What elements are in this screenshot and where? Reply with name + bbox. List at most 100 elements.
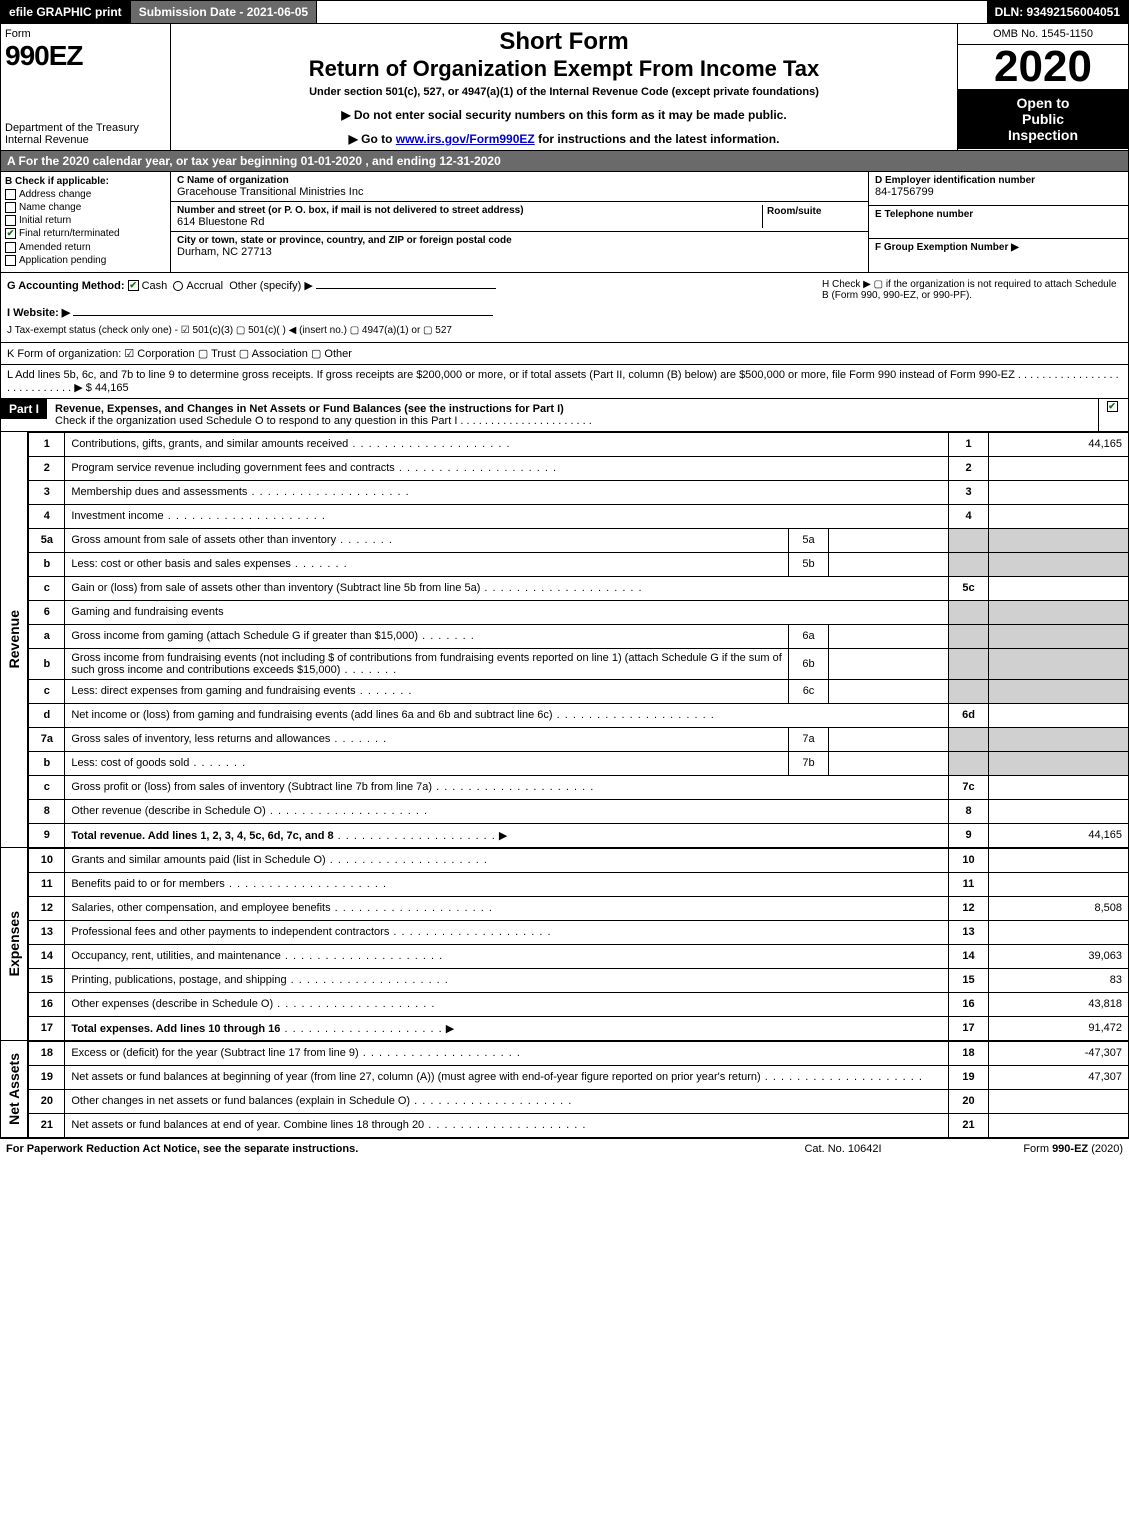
line-number: 9 <box>29 823 65 847</box>
box-b-item[interactable]: Application pending <box>5 255 166 266</box>
org-city-state-zip: Durham, NC 27713 <box>177 246 862 258</box>
irs-link[interactable]: www.irs.gov/Form990EZ <box>396 132 535 146</box>
return-subtitle: Under section 501(c), 527, or 4947(a)(1)… <box>179 86 949 98</box>
inspection-l2: Public <box>962 111 1124 127</box>
box-b-item-label: Application pending <box>19 255 106 266</box>
line-index: 20 <box>949 1089 989 1113</box>
box-b-item-label: Name change <box>19 202 81 213</box>
footer-form-bold: 990-EZ <box>1052 1143 1088 1155</box>
schedule-o-checkbox[interactable] <box>1107 401 1118 412</box>
line-number: c <box>29 576 65 600</box>
part-1-label: Part I <box>1 399 47 419</box>
table-row: cGross profit or (loss) from sales of in… <box>29 775 1129 799</box>
line-desc: Net assets or fund balances at beginning… <box>65 1065 949 1089</box>
line-index: 13 <box>949 920 989 944</box>
box-b-checkbox[interactable] <box>5 242 16 253</box>
line-value: 47,307 <box>989 1065 1129 1089</box>
box-b-item[interactable]: Final return/terminated <box>5 228 166 239</box>
box-b-check-applicable: B Check if applicable: Address changeNam… <box>1 172 171 272</box>
efile-print-button[interactable]: efile GRAPHIC print <box>1 1 131 23</box>
line-index-shaded <box>949 528 989 552</box>
line-number: 10 <box>29 848 65 872</box>
line-value <box>989 799 1129 823</box>
table-row: 12Salaries, other compensation, and empl… <box>29 896 1129 920</box>
table-row: 15Printing, publications, postage, and s… <box>29 968 1129 992</box>
part-1-title-text: Revenue, Expenses, and Changes in Net As… <box>55 403 564 415</box>
line-desc: Gross sales of inventory, less returns a… <box>65 727 789 751</box>
line-index: 4 <box>949 504 989 528</box>
line-desc: Gross amount from sale of assets other t… <box>65 528 789 552</box>
box-b-item[interactable]: Name change <box>5 202 166 213</box>
goto-instructions: ▶ Go to www.irs.gov/Form990EZ for instru… <box>179 132 949 146</box>
cash-checkbox[interactable] <box>128 280 139 291</box>
revenue-side-label: Revenue <box>1 432 28 848</box>
netassets-side-label: Net Assets <box>1 1041 28 1138</box>
line-i: I Website: ▶ <box>7 307 70 319</box>
footer-form-suffix: (2020) <box>1088 1143 1123 1155</box>
part-1-schedule-o-check[interactable] <box>1098 399 1128 431</box>
line-value: 91,472 <box>989 1016 1129 1040</box>
line-l-amount: $ 44,165 <box>86 382 129 394</box>
line-index: 1 <box>949 432 989 456</box>
box-d-e-f: D Employer identification number 84-1756… <box>868 172 1128 272</box>
sub-line-number: 6b <box>789 648 829 679</box>
table-row: 20Other changes in net assets or fund ba… <box>29 1089 1129 1113</box>
line-value <box>989 456 1129 480</box>
table-row: cGain or (loss) from sale of assets othe… <box>29 576 1129 600</box>
line-number: c <box>29 775 65 799</box>
netassets-table: 18Excess or (deficit) for the year (Subt… <box>28 1041 1129 1138</box>
line-number: 7a <box>29 727 65 751</box>
table-row: 16Other expenses (describe in Schedule O… <box>29 992 1129 1016</box>
toolbar-spacer <box>317 1 986 23</box>
line-index: 10 <box>949 848 989 872</box>
header-left: Form 990EZ Department of the Treasury In… <box>1 24 171 150</box>
line-number: 2 <box>29 456 65 480</box>
line-value: 39,063 <box>989 944 1129 968</box>
box-b-item[interactable]: Amended return <box>5 242 166 253</box>
line-value <box>989 848 1129 872</box>
line-desc: Other expenses (describe in Schedule O) <box>65 992 949 1016</box>
line-desc: Benefits paid to or for members <box>65 872 949 896</box>
box-b-item[interactable]: Address change <box>5 189 166 200</box>
box-b-checkbox[interactable] <box>5 189 16 200</box>
box-b-checkbox[interactable] <box>5 228 16 239</box>
box-c-addr-label: Number and street (or P. O. box, if mail… <box>177 205 762 216</box>
line-index: 11 <box>949 872 989 896</box>
short-form-title: Short Form <box>179 28 949 56</box>
line-index: 17 <box>949 1016 989 1040</box>
box-b-item[interactable]: Initial return <box>5 215 166 226</box>
line-number: 5a <box>29 528 65 552</box>
line-value-shaded <box>989 648 1129 679</box>
box-b-checkbox[interactable] <box>5 202 16 213</box>
line-value: 83 <box>989 968 1129 992</box>
line-g-h: G Accounting Method: Cash Accrual Other … <box>0 273 1129 343</box>
table-row: bLess: cost or other basis and sales exp… <box>29 552 1129 576</box>
line-value-shaded <box>989 552 1129 576</box>
sub-line-number: 6a <box>789 624 829 648</box>
line-desc: Professional fees and other payments to … <box>65 920 949 944</box>
box-b-checkbox[interactable] <box>5 255 16 266</box>
box-c-name-label: C Name of organization <box>177 175 862 186</box>
line-index: 9 <box>949 823 989 847</box>
line-index: 19 <box>949 1065 989 1089</box>
box-b-checkbox[interactable] <box>5 215 16 226</box>
box-c-org: C Name of organization Gracehouse Transi… <box>171 172 868 272</box>
sub-line-number: 6c <box>789 679 829 703</box>
expenses-label-text: Expenses <box>6 911 22 976</box>
table-row: 4Investment income4 <box>29 504 1129 528</box>
line-number: d <box>29 703 65 727</box>
accrual-radio[interactable] <box>173 281 183 291</box>
line-desc: Membership dues and assessments <box>65 480 949 504</box>
table-row: 11Benefits paid to or for members11 <box>29 872 1129 896</box>
website-input[interactable] <box>73 315 493 316</box>
table-row: 17Total expenses. Add lines 10 through 1… <box>29 1016 1129 1040</box>
line-index-shaded <box>949 727 989 751</box>
line-number: b <box>29 648 65 679</box>
other-specify-input[interactable] <box>316 288 496 289</box>
box-b-item-label: Initial return <box>19 215 71 226</box>
sub-line-value <box>829 727 949 751</box>
line-desc: Program service revenue including govern… <box>65 456 949 480</box>
line-index-shaded <box>949 751 989 775</box>
box-b-item-label: Amended return <box>19 242 91 253</box>
box-b-item-label: Address change <box>19 189 91 200</box>
